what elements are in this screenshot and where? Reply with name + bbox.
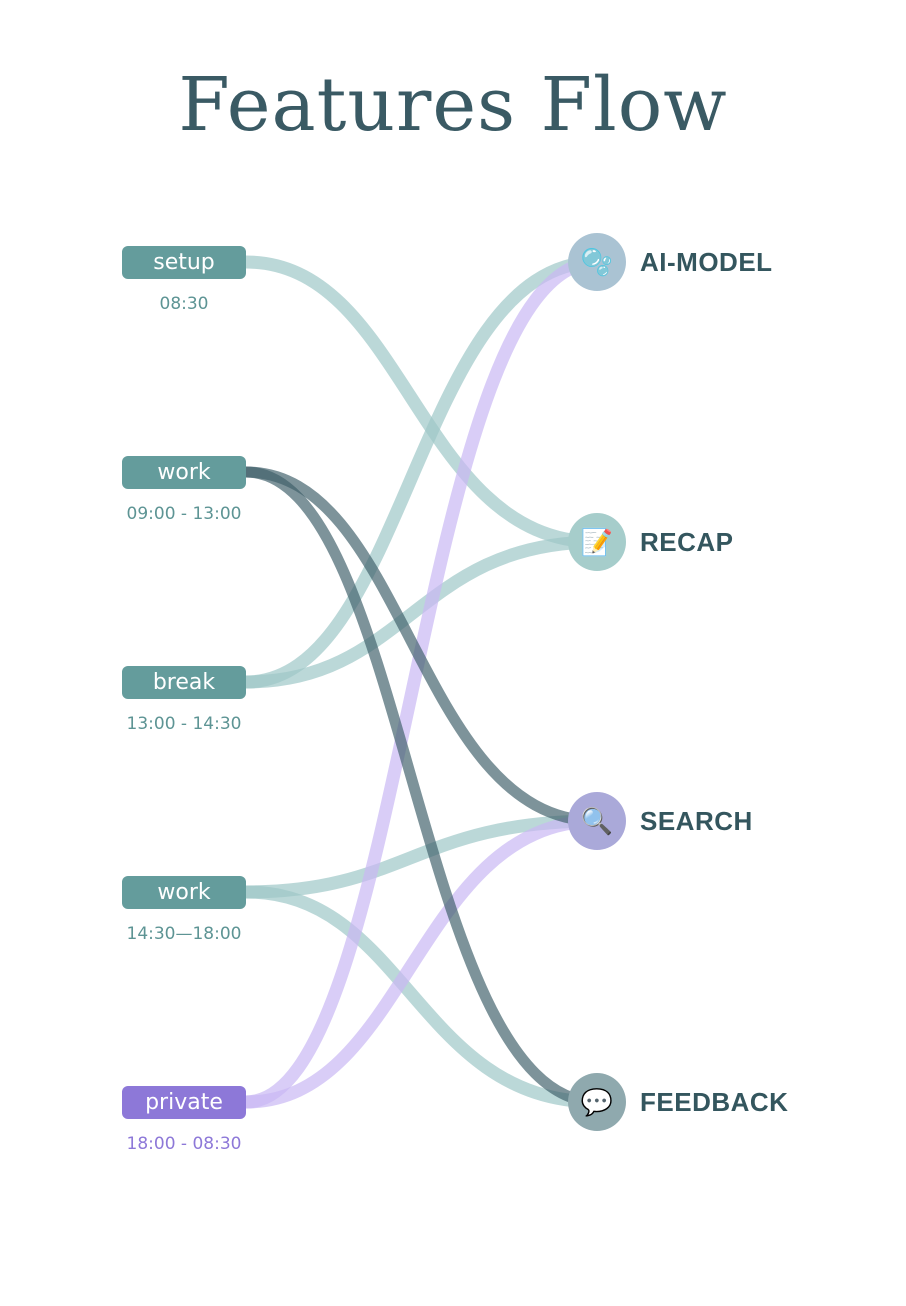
link-private-to-ai_model (239, 255, 604, 1109)
link-break-to-ai_model (239, 255, 604, 689)
link-break-to-recap (239, 535, 604, 689)
source-pill-work1: work (122, 456, 246, 489)
source-time-private: 18:00 - 08:30 (126, 1134, 242, 1154)
link-setup-to-recap (239, 255, 604, 549)
source-pill-break: break (122, 666, 246, 699)
speech-bubble-icon: 💬 (568, 1073, 626, 1131)
memo-icon: 📝 (568, 513, 626, 571)
link-work1-to-search (240, 466, 603, 827)
link-work1-to-feedback (240, 466, 603, 1108)
link-work2-to-search (239, 814, 604, 899)
link-private-to-search (239, 814, 604, 1109)
source-time-break: 13:00 - 14:30 (126, 714, 242, 734)
source-pill-setup: setup (122, 246, 246, 279)
bubbles-icon: 🫧 (568, 233, 626, 291)
magnifier-icon: 🔍 (568, 792, 626, 850)
links-layer (239, 255, 604, 1109)
target-label-feedback: FEEDBACK (640, 1086, 789, 1117)
target-label-recap: RECAP (640, 526, 734, 557)
link-work2-to-feedback (239, 885, 604, 1109)
target-label-search: SEARCH (640, 805, 753, 836)
target-label-ai_model: AI-MODEL (640, 246, 773, 277)
source-time-setup: 08:30 (159, 294, 209, 314)
source-time-work2: 14:30—18:00 (126, 924, 242, 944)
page-title: Features Flow (178, 62, 728, 148)
source-time-work1: 09:00 - 13:00 (126, 504, 242, 524)
source-pill-private: private (122, 1086, 246, 1119)
source-pill-work2: work (122, 876, 246, 909)
